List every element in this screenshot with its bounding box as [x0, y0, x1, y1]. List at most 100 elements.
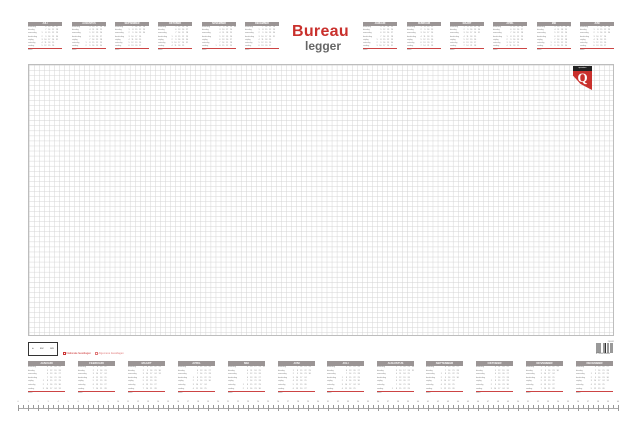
week-row: week — [363, 48, 397, 51]
day-name: maandag — [202, 26, 210, 28]
day-number: 15 — [600, 29, 603, 32]
day-number: 13 — [261, 45, 264, 48]
day-row: vrijdag 5 12 19 26 — [128, 380, 165, 384]
day-row: donderdag 4 11 18 25 — [78, 377, 115, 381]
day-number: 23 — [602, 376, 605, 379]
day-number: 15 — [250, 383, 253, 386]
ruler-tick — [508, 405, 509, 411]
day-number: 26 — [602, 387, 605, 390]
day-number: 27 — [456, 366, 459, 368]
day-name: zaterdag — [28, 41, 36, 44]
day-name: zondag — [228, 387, 235, 390]
day-number: 4 — [171, 45, 173, 48]
day-row: vrijdag 4 11 18 25 — [580, 39, 614, 42]
day-row: dinsdag 7 14 21 28 — [28, 29, 62, 32]
ruler-label: 39 — [406, 401, 410, 403]
day-row: maandag 3 10 17 24 31 — [228, 366, 265, 370]
ruler-tick — [608, 405, 609, 411]
month-name: Juli — [327, 361, 364, 366]
day-row: zondag 4 11 18 25 — [493, 45, 527, 48]
day-row: donderdag 7 14 21 28 — [28, 377, 65, 381]
day-number: 21 — [548, 387, 551, 390]
day-number: 23 — [204, 380, 207, 383]
ruler-tick — [493, 405, 494, 408]
day-number: 28 — [407, 383, 410, 386]
day-number: 24 — [258, 366, 261, 368]
ruler-tick — [203, 405, 204, 408]
day-number: 14 — [466, 45, 469, 48]
day-number: 9 — [296, 373, 299, 376]
day-number: 10 — [131, 35, 134, 38]
day-row: donderdag 2 9 16 23 30 — [576, 377, 613, 381]
day-number: 4 — [593, 38, 595, 41]
month-calendar: Augustus maandag 2 9 16 23 30 dinsdag 3 10 17 24 31 w… — [377, 361, 414, 395]
day-number: 7 — [494, 376, 497, 379]
day-number: 8 — [146, 366, 149, 368]
month-name: December — [576, 361, 613, 366]
day-number: 13 — [543, 383, 547, 386]
day-name: zondag — [72, 45, 79, 48]
day-number: 5 — [258, 41, 260, 44]
day-number — [145, 45, 149, 48]
day-number: 5 — [395, 376, 398, 379]
day-number: 11 — [174, 45, 177, 48]
day-name: zondag — [377, 387, 384, 390]
day-number — [188, 45, 192, 48]
day-name: dinsdag — [78, 369, 85, 372]
day-number: 16 — [403, 366, 406, 368]
day-name: zaterdag — [363, 41, 371, 44]
ruler-tick — [453, 405, 454, 408]
day-number: 28 — [552, 387, 555, 390]
day-number: 16 — [250, 387, 253, 390]
week-label: week — [115, 49, 120, 52]
day-number — [311, 388, 315, 392]
day-number: 16 — [92, 45, 95, 48]
day-number: 20 — [100, 383, 103, 386]
day-name: zaterdag — [245, 41, 253, 44]
day-number: 22 — [269, 29, 272, 32]
day-number: 17 — [254, 366, 257, 368]
day-number: 24 — [154, 373, 157, 376]
day-number: 10 — [195, 383, 199, 386]
ruler-label: 57 — [586, 401, 590, 403]
day-number: 2 — [292, 373, 294, 376]
day-number: 5 — [89, 32, 91, 35]
day-row: donderdag 6 13 20 27 — [537, 36, 571, 39]
day-name: dinsdag — [158, 29, 165, 32]
week-label: week — [128, 392, 133, 395]
ruler-tick — [88, 405, 89, 411]
day-number: 17 — [135, 35, 138, 38]
day-number — [480, 45, 484, 48]
day-number: 30 — [233, 26, 236, 28]
week-label: week — [580, 49, 585, 52]
week-row: week — [158, 48, 192, 51]
day-number: 30 — [390, 41, 394, 44]
day-number: 8 — [494, 380, 497, 383]
day-number: 2 — [42, 383, 44, 386]
day-number: 28 — [229, 41, 233, 44]
month-calendar: Juni maandag 7 14 21 28 dinsdag 1 8 15 22 29 woensda… — [580, 22, 614, 52]
day-number: 4 — [395, 373, 398, 376]
day-number: 27 — [520, 29, 524, 32]
day-number: 3 — [92, 373, 94, 376]
day-number: 11 — [131, 38, 134, 41]
day-name: maandag — [78, 366, 86, 368]
day-number: 13 — [145, 383, 149, 386]
day-number: 28 — [474, 45, 477, 48]
ruler-label: 17 — [186, 401, 190, 403]
day-number: 7 — [463, 45, 465, 48]
ruler-tick — [408, 405, 409, 411]
day-number: 21 — [403, 383, 406, 386]
day-number: 20 — [602, 366, 605, 368]
ruler-label: 24 — [256, 401, 260, 403]
day-number: 7 — [89, 38, 91, 41]
day-name: vrijdag — [580, 38, 586, 41]
day-row: dinsdag 1 8 15 22 29 — [580, 29, 614, 32]
ruler-label: 60 — [616, 401, 620, 403]
ruler-tick — [498, 405, 499, 411]
day-number: 2 — [593, 32, 595, 35]
day-number: 5 — [590, 387, 592, 390]
day-number: 7 — [597, 26, 599, 28]
day-row: donderdag 4 11 18 25 — [128, 377, 165, 381]
day-number: 21 — [54, 376, 57, 379]
